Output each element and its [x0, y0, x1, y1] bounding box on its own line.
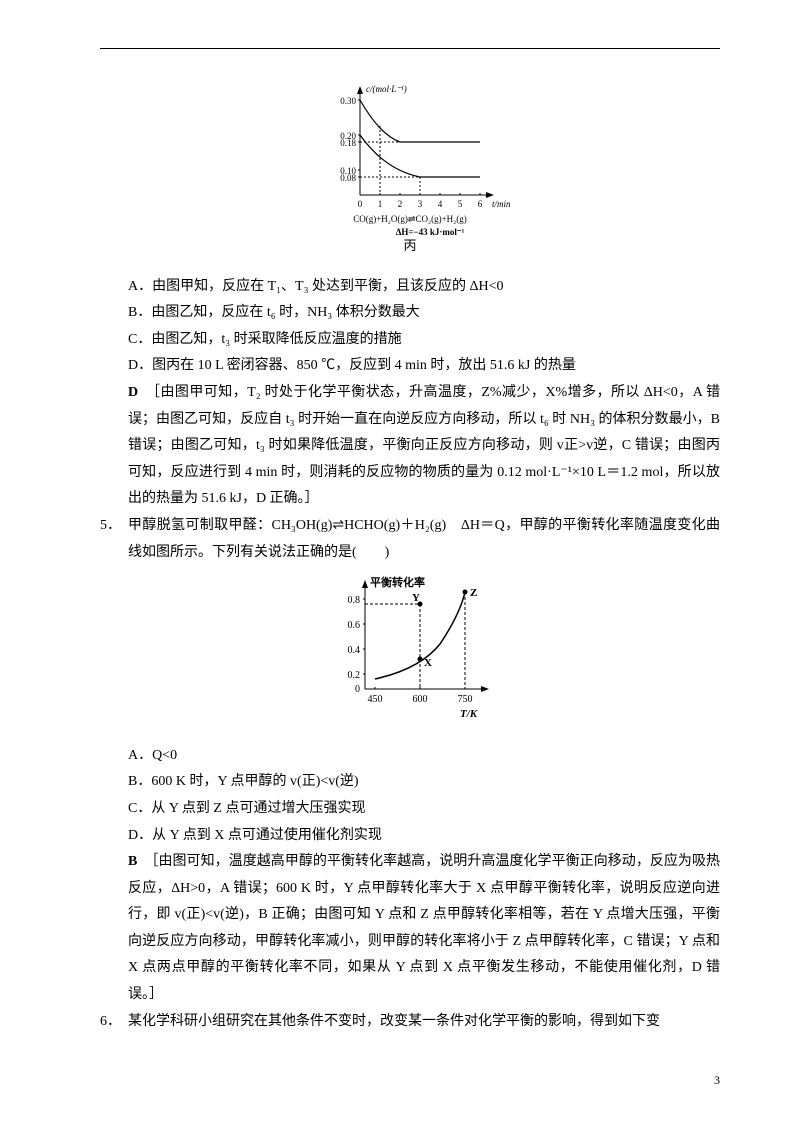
- svg-text:0.18: 0.18: [340, 138, 356, 148]
- page-content: 0.30 0.20 0.18 0.10 0.08 0 1 2 3 4 5 6: [100, 80, 720, 1035]
- svg-text:0.08: 0.08: [340, 173, 356, 183]
- q5-option-c-text: 从 Y 点到 Z 点可通过增大压强实现: [151, 801, 365, 816]
- q5-option-b-text: 600 K 时，Y 点甲醇的 v(正)<v(逆): [151, 774, 358, 789]
- svg-text:CO(g)+H₂O(g)⇌CO₂(g)+H₂(g): CO(g)+H₂O(g)⇌CO₂(g)+H₂(g): [353, 214, 467, 224]
- svg-text:Y: Y: [412, 592, 420, 604]
- answer-text-2: ［由图可知，温度越高甲醇的平衡转化率越高，说明升高温度化学平衡正向移动，反应为吸…: [128, 854, 720, 1002]
- svg-text:0.6: 0.6: [348, 620, 361, 631]
- svg-text:6: 6: [478, 199, 483, 209]
- answer-label-2: B: [128, 854, 137, 869]
- answer-explain-2: B ［由图可知，温度越高甲醇的平衡转化率越高，说明升高温度化学平衡正向移动，反应…: [128, 849, 720, 1009]
- svg-text:平衡转化率: 平衡转化率: [370, 575, 425, 589]
- svg-text:0: 0: [358, 199, 363, 209]
- figure-bing: 0.30 0.20 0.18 0.10 0.08 0 1 2 3 4 5 6: [100, 80, 720, 266]
- chart-q5-svg: 0.8 0.6 0.4 0.2 0 450 600 750: [320, 574, 500, 724]
- svg-text:2: 2: [398, 199, 403, 209]
- svg-text:0: 0: [355, 684, 360, 695]
- q5-option-a: A．Q<0: [128, 743, 720, 770]
- q5-number: 5．: [100, 513, 128, 566]
- svg-text:600: 600: [413, 694, 428, 705]
- q5-option-d-text: 从 Y 点到 X 点可通过使用催化剂实现: [152, 828, 382, 843]
- svg-text:0.2: 0.2: [348, 670, 361, 681]
- option-b-text: 由图乙知，反应在 t₆ 时，NH₃ 体积分数最大: [151, 305, 419, 320]
- svg-text:1: 1: [378, 199, 383, 209]
- svg-text:3: 3: [418, 199, 423, 209]
- page-number: 3: [714, 1069, 720, 1092]
- svg-text:450: 450: [368, 694, 383, 705]
- option-d-text: 图丙在 10 L 密闭容器、850 ℃，反应到 4 min 时，放出 51.6 …: [152, 358, 576, 373]
- q5-option-d: D．从 Y 点到 X 点可通过使用催化剂实现: [128, 823, 720, 850]
- svg-text:Z: Z: [470, 587, 477, 599]
- svg-text:4: 4: [438, 199, 443, 209]
- q6-number: 6．: [100, 1009, 128, 1036]
- svg-text:0.30: 0.30: [340, 96, 356, 106]
- svg-text:0.4: 0.4: [348, 645, 361, 656]
- option-a-text: 由图甲知，反应在 T₁、T₃ 处达到平衡，且该反应的 ΔH<0: [152, 279, 503, 294]
- question-6: 6． 某化学科研小组研究在其他条件不变时，改变某一条件对化学平衡的影响，得到如下…: [100, 1009, 720, 1036]
- option-c-text: 由图乙知，t₃ 时采取降低反应温度的措施: [151, 332, 401, 347]
- svg-text:ΔH=−43 kJ·mol⁻¹: ΔH=−43 kJ·mol⁻¹: [396, 227, 465, 237]
- q5-option-c: C．从 Y 点到 Z 点可通过增大压强实现: [128, 796, 720, 823]
- figure-q5: 0.8 0.6 0.4 0.2 0 450 600 750: [100, 574, 720, 735]
- q5-text: 甲醇脱氢可制取甲醛：CH₃OH(g)⇌HCHO(g)＋H₂(g) ΔH＝Q，甲醇…: [128, 513, 720, 566]
- question-5: 5． 甲醇脱氢可制取甲醛：CH₃OH(g)⇌HCHO(g)＋H₂(g) ΔH＝Q…: [100, 513, 720, 566]
- svg-text:5: 5: [458, 199, 463, 209]
- answer-explain-1: D ［由图甲可知，T₂ 时处于化学平衡状态，升高温度，Z%减少，X%增多，所以 …: [128, 380, 720, 513]
- top-rule: [100, 48, 720, 49]
- svg-text:c/(mol·L⁻¹): c/(mol·L⁻¹): [366, 84, 407, 94]
- svg-text:丙: 丙: [403, 238, 416, 253]
- answer-text-1: ［由图甲可知，T₂ 时处于化学平衡状态，升高温度，Z%减少，X%增多，所以 ΔH…: [128, 385, 720, 506]
- svg-text:0.8: 0.8: [348, 595, 361, 606]
- q6-text: 某化学科研小组研究在其他条件不变时，改变某一条件对化学平衡的影响，得到如下变: [128, 1009, 720, 1036]
- q5-option-b: B．600 K 时，Y 点甲醇的 v(正)<v(逆): [128, 769, 720, 796]
- svg-text:T/K: T/K: [460, 708, 478, 720]
- chart-bing-svg: 0.30 0.20 0.18 0.10 0.08 0 1 2 3 4 5 6: [310, 80, 510, 255]
- svg-text:t/min: t/min: [492, 199, 510, 209]
- svg-text:750: 750: [458, 694, 473, 705]
- option-a: A．由图甲知，反应在 T₁、T₃ 处达到平衡，且该反应的 ΔH<0: [128, 274, 720, 301]
- option-c: C．由图乙知，t₃ 时采取降低反应温度的措施: [128, 327, 720, 354]
- answer-label-1: D: [128, 385, 138, 400]
- svg-text:X: X: [424, 657, 432, 669]
- q5-option-a-text: Q<0: [152, 748, 177, 763]
- option-d: D．图丙在 10 L 密闭容器、850 ℃，反应到 4 min 时，放出 51.…: [128, 353, 720, 380]
- option-b: B．由图乙知，反应在 t₆ 时，NH₃ 体积分数最大: [128, 300, 720, 327]
